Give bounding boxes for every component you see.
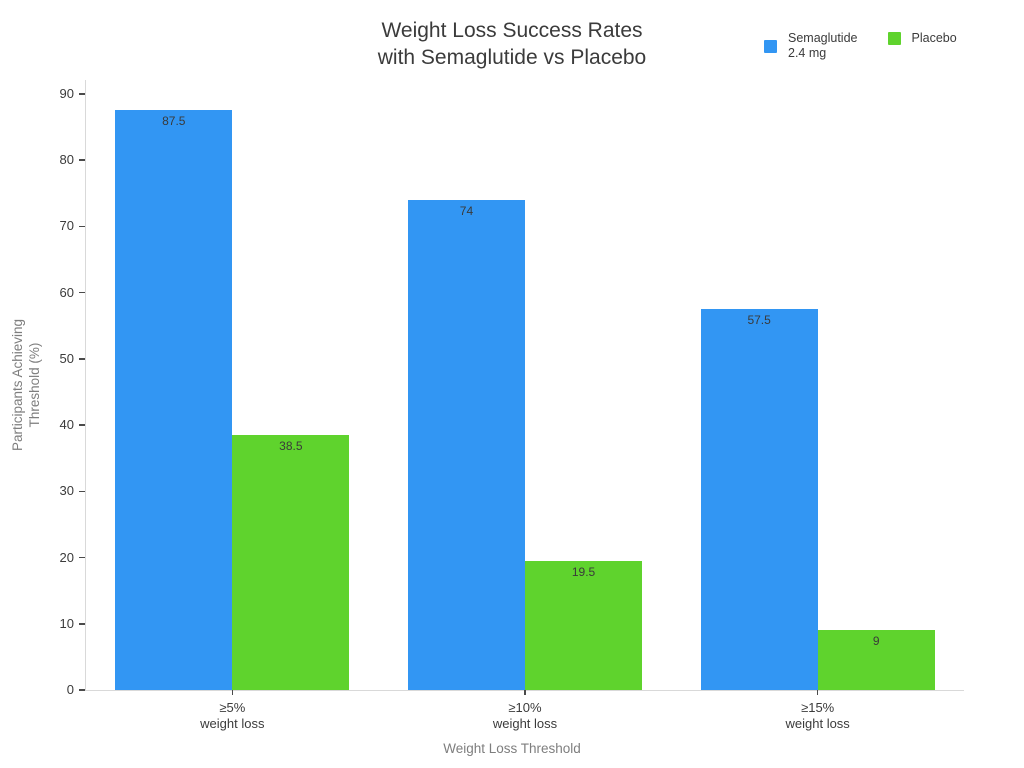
bar-value-label: 19.5	[571, 564, 596, 579]
legend-label-semaglutide: Semaglutide 2.4 mg	[788, 31, 858, 61]
y-tick-mark	[79, 159, 85, 161]
legend-item-semaglutide[interactable]: Semaglutide 2.4 mg	[764, 31, 858, 61]
bar-placebo-15-weight-loss: 9	[817, 630, 935, 690]
legend-label-line: Placebo	[911, 31, 957, 45]
x-axis-title: Weight Loss Threshold	[443, 741, 581, 756]
y-tick-mark	[79, 93, 85, 95]
legend-swatch-placebo	[887, 32, 901, 45]
x-tick-mark	[524, 690, 526, 695]
x-tick-label-line: weight loss	[200, 716, 265, 731]
y-tick-label: 70	[59, 218, 74, 234]
bar-semaglutide-2-4-mg-15-weight-loss: 57.5	[700, 309, 818, 690]
y-tick-mark	[79, 358, 85, 360]
x-tick-label-line: ≥10%	[508, 700, 542, 715]
bar-placebo-5-weight-loss: 38.5	[232, 435, 350, 690]
y-tick-mark	[79, 490, 85, 493]
legend-label-placebo: Placebo	[912, 31, 957, 46]
x-tick-label: ≥15% weight loss	[671, 700, 964, 732]
x-tick-label-line: ≥15%	[801, 700, 835, 715]
y-tick-mark	[79, 556, 85, 559]
x-tick-label-line: weight loss	[785, 716, 850, 731]
legend-item-placebo[interactable]: Placebo	[887, 31, 957, 46]
legend-label-line: Semaglutide	[788, 31, 858, 45]
bar-placebo-10-weight-loss: 19.5	[525, 560, 643, 690]
legend-label-line: 2.4 mg	[788, 46, 827, 60]
y-tick-label: 90	[59, 85, 74, 101]
x-tick-label-line: ≥5%	[219, 700, 246, 715]
y-tick-label: 30	[59, 483, 74, 499]
y-tick-label: 50	[59, 350, 74, 366]
bar-value-label: 9	[872, 634, 880, 649]
y-tick-label: 20	[59, 549, 74, 565]
x-tick-label: ≥5% weight loss	[86, 700, 379, 732]
y-tick-mark	[79, 424, 85, 426]
y-axis-title: Participants Achieving Threshold (%)	[9, 275, 43, 495]
bar-semaglutide-2-4-mg-10-weight-loss: 74	[407, 199, 525, 690]
y-tick-label: 40	[59, 417, 74, 433]
bar-value-label: 57.5	[747, 313, 771, 328]
chart-title-line2: with Semaglutide vs Placebo	[377, 46, 647, 69]
bar-value-label: 38.5	[279, 439, 303, 454]
y-axis-title-line2: Threshold (%)	[27, 342, 42, 428]
y-tick-mark	[79, 225, 85, 228]
y-tick-label: 60	[59, 284, 74, 300]
x-tick-mark	[816, 690, 819, 695]
y-tick-label: 10	[59, 615, 74, 631]
bar-semaglutide-2-4-mg-5-weight-loss: 87.5	[115, 110, 233, 690]
bar-value-label: 87.5	[162, 114, 186, 129]
plot-area: 0 10 20 30 40 50 60 70 80 90 87.5 74 57.5 38.5 19.5 9 ≥5…	[60, 80, 964, 731]
legend: Semaglutide 2.4 mg Placebo	[764, 31, 957, 61]
y-axis-title-line1: Participants Achieving	[10, 318, 25, 452]
y-tick-label: 0	[66, 682, 74, 697]
x-tick-mark	[231, 690, 234, 695]
y-tick-label: 80	[59, 152, 74, 168]
x-tick-label-line: weight loss	[492, 716, 558, 731]
x-tick-label: ≥10% weight loss	[379, 700, 672, 732]
legend-swatch-semaglutide	[764, 39, 777, 53]
chart-title: Weight Loss Success Rates with Semagluti…	[0, 17, 1024, 71]
bar-value-label: 74	[459, 203, 474, 218]
y-tick-mark	[79, 291, 85, 294]
y-tick-mark	[79, 689, 85, 691]
y-tick-mark	[79, 623, 85, 625]
chart-title-line1: Weight Loss Success Rates	[381, 19, 643, 42]
